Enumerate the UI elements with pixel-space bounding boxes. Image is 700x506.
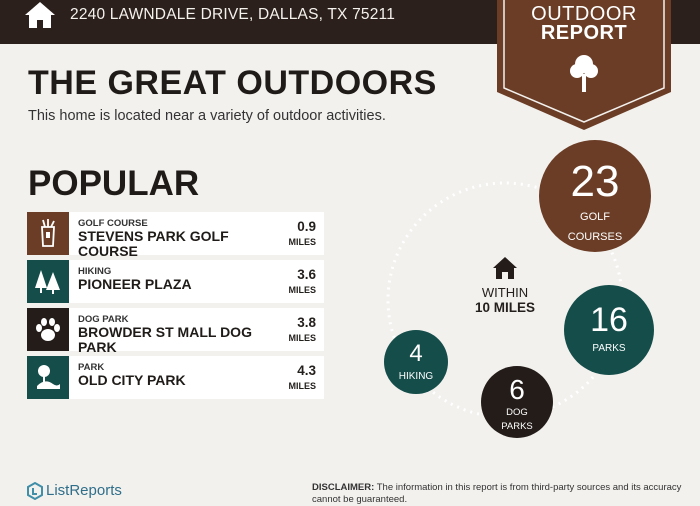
item-distance-unit: MILES <box>288 285 316 295</box>
golf-label-2: COURSES <box>567 231 623 243</box>
hiking-count: 4 <box>409 340 423 367</box>
listreports-logo-icon <box>27 482 43 500</box>
list-item[interactable]: GOLF COURSE STEVENS PARK GOLF COURSE 0.9… <box>27 212 324 259</box>
hiking-label: HIKING <box>398 371 434 382</box>
page-subtitle: This home is located near a variety of o… <box>28 108 386 124</box>
outdoor-report-badge: OUTDOOR REPORT <box>497 0 671 130</box>
category-icon-box <box>27 212 69 255</box>
tree-icon <box>570 55 598 92</box>
hiking-count-circle: 4 HIKING <box>384 330 448 394</box>
item-distance: 4.3 <box>297 363 316 378</box>
golf-label-1: GOLF <box>580 211 610 223</box>
item-category: GOLF COURSE <box>78 218 148 229</box>
item-distance: 3.6 <box>297 267 316 282</box>
golf-courses-count-circle: 23 GOLF COURSES <box>539 140 651 252</box>
disclaimer-label: DISCLAIMER: <box>312 482 375 493</box>
item-distance: 3.8 <box>297 315 316 330</box>
page-title: THE GREAT OUTDOORS <box>28 64 437 102</box>
item-distance-unit: MILES <box>288 237 316 247</box>
golf-count: 23 <box>570 157 620 206</box>
parks-count: 16 <box>590 301 628 339</box>
golf-bag-icon <box>41 219 55 247</box>
badge-title-line1: OUTDOOR <box>531 3 637 25</box>
dog-parks-count-circle: 6 DOG PARKS <box>481 366 553 438</box>
paw-icon <box>36 318 60 341</box>
badge-title-line2: REPORT <box>540 22 628 44</box>
item-distance-unit: MILES <box>288 333 316 343</box>
list-item[interactable]: PARK OLD CITY PARK 4.3 MILES <box>27 356 324 399</box>
category-icon-box <box>27 308 69 351</box>
item-distance: 0.9 <box>297 219 316 234</box>
item-category: PARK <box>78 362 105 373</box>
item-name: BROWDER ST MALL DOG PARK <box>78 325 252 355</box>
popular-heading: POPULAR <box>28 164 200 203</box>
item-distance-unit: MILES <box>288 381 316 391</box>
parks-count-circle: 16 PARKS <box>564 285 654 375</box>
property-address: 2240 LAWNDALE DRIVE, DALLAS, TX 75211 <box>70 6 396 23</box>
list-item[interactable]: HIKING PIONEER PLAZA 3.6 MILES <box>27 260 324 303</box>
category-icon-box <box>27 260 69 303</box>
within-distance: 10 MILES <box>474 300 536 315</box>
listreports-brand: ListReports <box>46 482 122 499</box>
park-icon <box>37 365 60 389</box>
within-label: WITHIN <box>481 285 529 300</box>
parks-label: PARKS <box>592 343 626 354</box>
item-name: OLD CITY PARK <box>78 373 186 388</box>
category-icon-box <box>27 356 69 399</box>
item-name: PIONEER PLAZA <box>78 277 192 292</box>
house-icon <box>25 2 55 28</box>
center-house-icon <box>493 257 517 279</box>
item-name: STEVENS PARK GOLF COURSE <box>78 229 229 259</box>
popular-list: GOLF COURSE STEVENS PARK GOLF COURSE 0.9… <box>27 212 324 404</box>
list-item[interactable]: DOG PARK BROWDER ST MALL DOG PARK 3.8 MI… <box>27 308 324 355</box>
dog-parks-count: 6 <box>509 374 525 405</box>
item-category: DOG PARK <box>78 314 129 325</box>
item-category: HIKING <box>78 266 112 277</box>
dog-parks-label-2: PARKS <box>501 421 533 432</box>
disclaimer: DISCLAIMER: The information in this repo… <box>312 482 692 506</box>
dog-parks-label-1: DOG <box>506 407 528 418</box>
trees-icon <box>35 270 60 294</box>
